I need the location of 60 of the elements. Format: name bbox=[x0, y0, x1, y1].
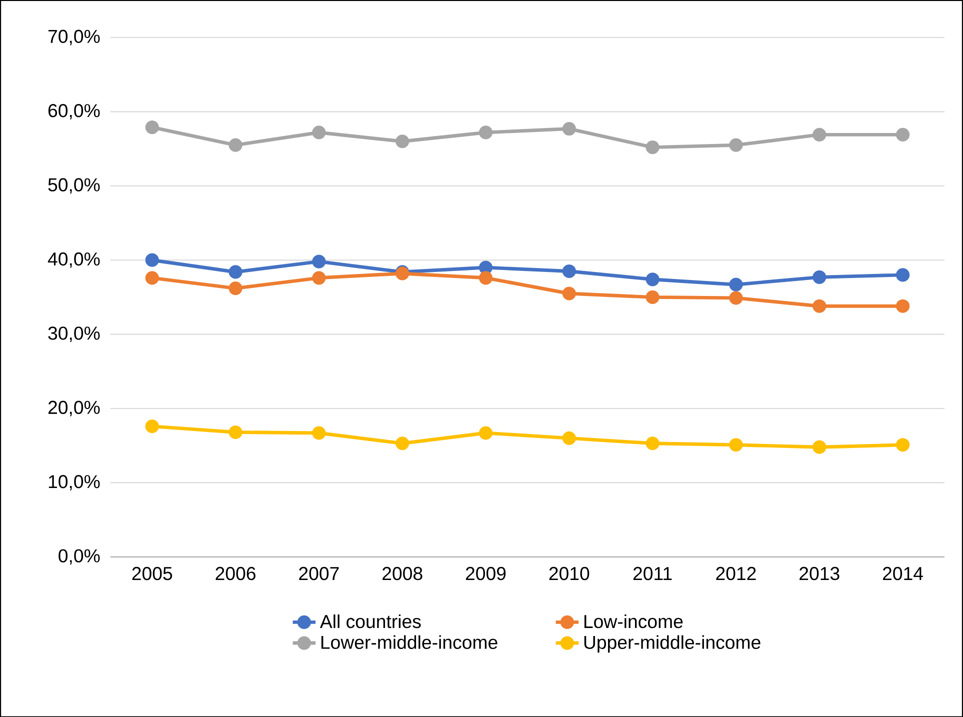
point bbox=[396, 436, 410, 450]
x-tick-label: 2008 bbox=[382, 566, 422, 580]
x-tick-label: 2007 bbox=[299, 566, 339, 580]
point bbox=[562, 431, 576, 445]
y-tick-label: 30,0% bbox=[48, 326, 100, 342]
point bbox=[228, 425, 242, 439]
x-tick-label: 2014 bbox=[882, 566, 923, 580]
point bbox=[646, 436, 660, 450]
point bbox=[228, 281, 242, 295]
point bbox=[478, 126, 493, 140]
point bbox=[896, 299, 910, 313]
legend-label: Low-income bbox=[584, 614, 683, 628]
y-tick-label: 0,0% bbox=[58, 549, 100, 564]
point bbox=[562, 122, 576, 136]
x-tick-label: 2011 bbox=[633, 566, 672, 580]
x-tick-label: 2012 bbox=[716, 566, 756, 580]
point bbox=[145, 120, 159, 134]
point bbox=[312, 270, 326, 285]
point bbox=[729, 138, 743, 152]
point bbox=[478, 270, 493, 285]
point bbox=[228, 265, 242, 279]
point bbox=[646, 272, 660, 286]
y-tick-label: 40,0% bbox=[48, 252, 100, 268]
point bbox=[478, 426, 493, 440]
point bbox=[145, 253, 159, 267]
point bbox=[896, 128, 910, 142]
y-tick-label: 60,0% bbox=[48, 104, 100, 120]
point bbox=[729, 291, 743, 305]
point bbox=[145, 270, 159, 285]
point bbox=[729, 438, 743, 452]
point bbox=[396, 134, 410, 148]
point bbox=[896, 438, 910, 452]
point bbox=[562, 286, 576, 300]
point bbox=[646, 290, 660, 304]
x-tick-label: 2005 bbox=[132, 566, 172, 580]
legend-label: All countries bbox=[320, 614, 421, 628]
point bbox=[812, 128, 826, 142]
point bbox=[312, 126, 326, 140]
x-tick-label: 2006 bbox=[216, 566, 256, 580]
point bbox=[729, 278, 743, 292]
point bbox=[812, 270, 826, 284]
point bbox=[312, 254, 326, 268]
x-tick-label: 2013 bbox=[800, 566, 840, 580]
y-tick-label: 70,0% bbox=[48, 30, 100, 46]
point bbox=[812, 440, 826, 454]
y-tick-label: 10,0% bbox=[48, 474, 100, 490]
point bbox=[562, 264, 576, 278]
y-tick-label: 50,0% bbox=[48, 178, 100, 194]
legend-label: Lower-middle-income bbox=[321, 635, 498, 649]
point bbox=[145, 419, 159, 433]
point bbox=[228, 138, 242, 152]
point bbox=[312, 426, 326, 440]
point bbox=[646, 140, 660, 154]
point bbox=[478, 260, 493, 274]
legend-label: Upper-middle-income bbox=[584, 635, 760, 653]
x-tick-label: 2010 bbox=[549, 566, 590, 580]
x-tick-label: 2009 bbox=[466, 566, 506, 580]
y-tick-label: 20,0% bbox=[48, 400, 100, 416]
point bbox=[896, 268, 910, 282]
point bbox=[812, 299, 826, 313]
